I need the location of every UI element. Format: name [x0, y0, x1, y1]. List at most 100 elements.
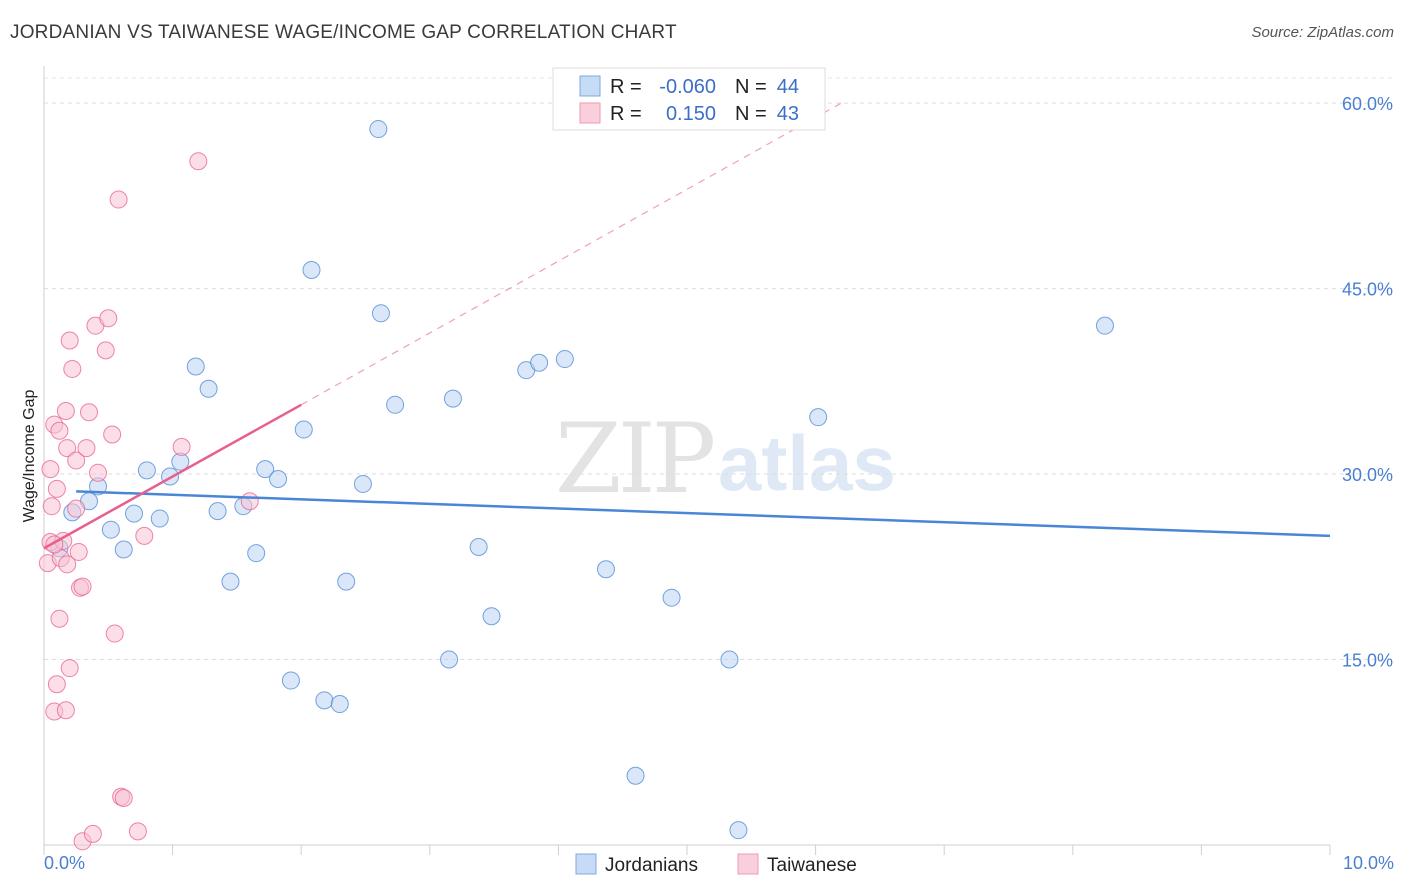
- point-taiwanese: [83, 824, 102, 843]
- point-jordanians: [443, 389, 462, 408]
- legend-swatch-taiwanese: [579, 102, 601, 124]
- y-tick-label: 15.0%: [1342, 651, 1393, 671]
- point-taiwanese: [103, 425, 122, 444]
- point-jordanians: [247, 544, 266, 563]
- point-taiwanese: [96, 341, 115, 360]
- trend-lines: [43, 102, 1331, 550]
- legend-r-value-taiwanese: 0.150: [666, 103, 716, 125]
- point-taiwanese: [58, 555, 77, 574]
- point-taiwanese: [56, 401, 75, 420]
- point-taiwanese: [172, 437, 191, 456]
- point-jordanians: [281, 671, 300, 690]
- legend-n-value-jordanians: 44: [777, 76, 799, 98]
- point-taiwanese: [67, 451, 86, 470]
- point-jordanians: [729, 821, 748, 840]
- bottom-legend-label-taiwanese: Taiwanese: [767, 855, 857, 876]
- y-tick-labels: 15.0% 30.0% 45.0% 60.0%: [1342, 94, 1393, 670]
- point-jordanians: [809, 408, 828, 427]
- point-jordanians: [269, 469, 288, 488]
- point-jordanians: [371, 304, 390, 323]
- point-jordanians: [125, 504, 144, 523]
- y-tick-label: 30.0%: [1342, 465, 1393, 485]
- point-taiwanese: [69, 542, 88, 561]
- point-jordanians: [1095, 316, 1114, 335]
- y-tick-label: 45.0%: [1342, 280, 1393, 300]
- watermark-atlas: atlas: [718, 419, 896, 507]
- legend-r-label-taiwanese: R =: [610, 103, 642, 125]
- legend-n-label-taiwanese: N =: [735, 103, 767, 125]
- point-jordanians: [330, 695, 349, 714]
- point-jordanians: [208, 502, 227, 521]
- source-label: Source: ZipAtlas.com: [1251, 24, 1394, 41]
- point-taiwanese: [135, 526, 154, 545]
- point-taiwanese: [105, 624, 124, 643]
- point-taiwanese: [41, 460, 60, 479]
- point-taiwanese: [47, 675, 66, 694]
- x-tick-label-min: 0.0%: [44, 853, 85, 873]
- point-taiwanese: [50, 609, 69, 628]
- point-taiwanese: [99, 309, 118, 328]
- point-jordanians: [221, 572, 240, 591]
- point-jordanians: [256, 460, 275, 479]
- point-jordanians: [530, 353, 549, 372]
- point-jordanians: [101, 520, 120, 539]
- point-jordanians: [186, 357, 205, 376]
- point-jordanians: [596, 560, 615, 579]
- bottom-legend-swatch-taiwanese: [737, 853, 759, 875]
- point-jordanians: [662, 588, 681, 607]
- point-taiwanese: [67, 499, 86, 518]
- point-jordanians: [302, 261, 321, 280]
- y-axis-label: Wage/Income Gap: [21, 390, 38, 523]
- point-jordanians: [294, 420, 313, 439]
- point-jordanians: [137, 461, 156, 480]
- x-ticks: [43, 845, 1331, 855]
- bottom-legend-swatch-jordanians: [575, 853, 597, 875]
- legend-r-label-jordanians: R =: [610, 76, 642, 98]
- bottom-legend-label-jordanians: Jordanians: [605, 855, 698, 876]
- correlation-legend: R = -0.060 N = 44 R = 0.150 N = 43: [552, 67, 826, 131]
- point-jordanians: [469, 538, 488, 557]
- point-taiwanese: [73, 577, 92, 596]
- trend-line-jordanians: [76, 490, 1331, 538]
- point-jordanians: [720, 650, 739, 669]
- point-taiwanese: [114, 789, 133, 808]
- point-jordanians: [555, 350, 574, 369]
- point-taiwanese: [60, 331, 79, 350]
- point-taiwanese: [42, 497, 61, 516]
- point-jordanians: [353, 474, 372, 493]
- point-taiwanese: [89, 463, 108, 482]
- y-tick-label: 60.0%: [1342, 94, 1393, 114]
- point-taiwanese: [128, 822, 147, 841]
- data-points: [38, 120, 1114, 851]
- point-jordanians: [114, 540, 133, 559]
- point-taiwanese: [60, 659, 79, 678]
- point-taiwanese: [63, 359, 82, 378]
- point-jordanians: [482, 607, 501, 626]
- point-jordanians: [386, 395, 405, 414]
- point-taiwanese: [109, 190, 128, 209]
- point-taiwanese: [58, 439, 77, 458]
- point-jordanians: [369, 120, 388, 139]
- point-taiwanese: [50, 421, 69, 440]
- series-legend: Jordanians Taiwanese: [575, 853, 857, 876]
- legend-n-label-jordanians: N =: [735, 76, 767, 98]
- point-jordanians: [199, 379, 218, 398]
- point-jordanians: [440, 650, 459, 669]
- point-jordanians: [150, 509, 169, 528]
- point-jordanians: [337, 572, 356, 591]
- watermark-zip: ZIP: [555, 403, 714, 515]
- point-taiwanese: [80, 403, 99, 422]
- point-taiwanese: [240, 492, 259, 511]
- point-jordanians: [626, 766, 645, 785]
- point-taiwanese: [77, 439, 96, 458]
- point-taiwanese: [189, 152, 208, 171]
- legend-n-value-taiwanese: 43: [777, 103, 799, 125]
- legend-swatch-jordanians: [579, 75, 601, 97]
- chart-title: JORDANIAN VS TAIWANESE WAGE/INCOME GAP C…: [10, 22, 677, 43]
- point-taiwanese: [47, 479, 66, 498]
- trend-line-taiwanese: [43, 403, 302, 550]
- point-jordanians: [315, 691, 334, 710]
- grid-lines: [44, 77, 1392, 661]
- legend-r-value-jordanians: -0.060: [659, 76, 716, 98]
